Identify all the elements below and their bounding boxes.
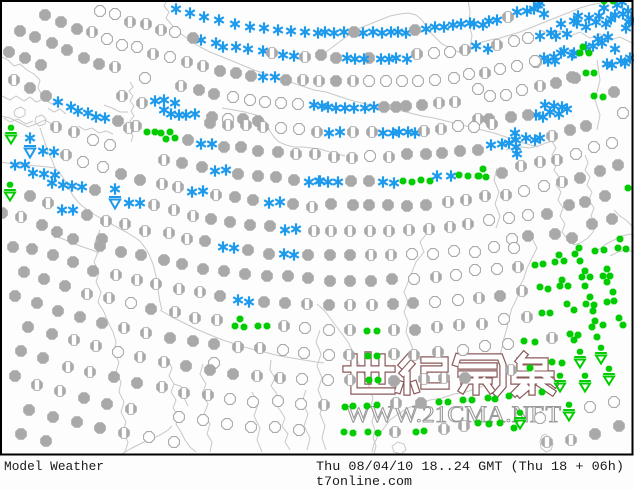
svg-text:Thu 08/04/10 18..24 GMT (Thu 1: Thu 08/04/10 18..24 GMT (Thu 18 + 06h) [316, 459, 624, 474]
svg-text:t7online.com: t7online.com [316, 474, 412, 489]
svg-text:WWW.21CMA.NET: WWW.21CMA.NET [346, 402, 561, 427]
svg-text:Model Weather: Model Weather [4, 459, 104, 474]
